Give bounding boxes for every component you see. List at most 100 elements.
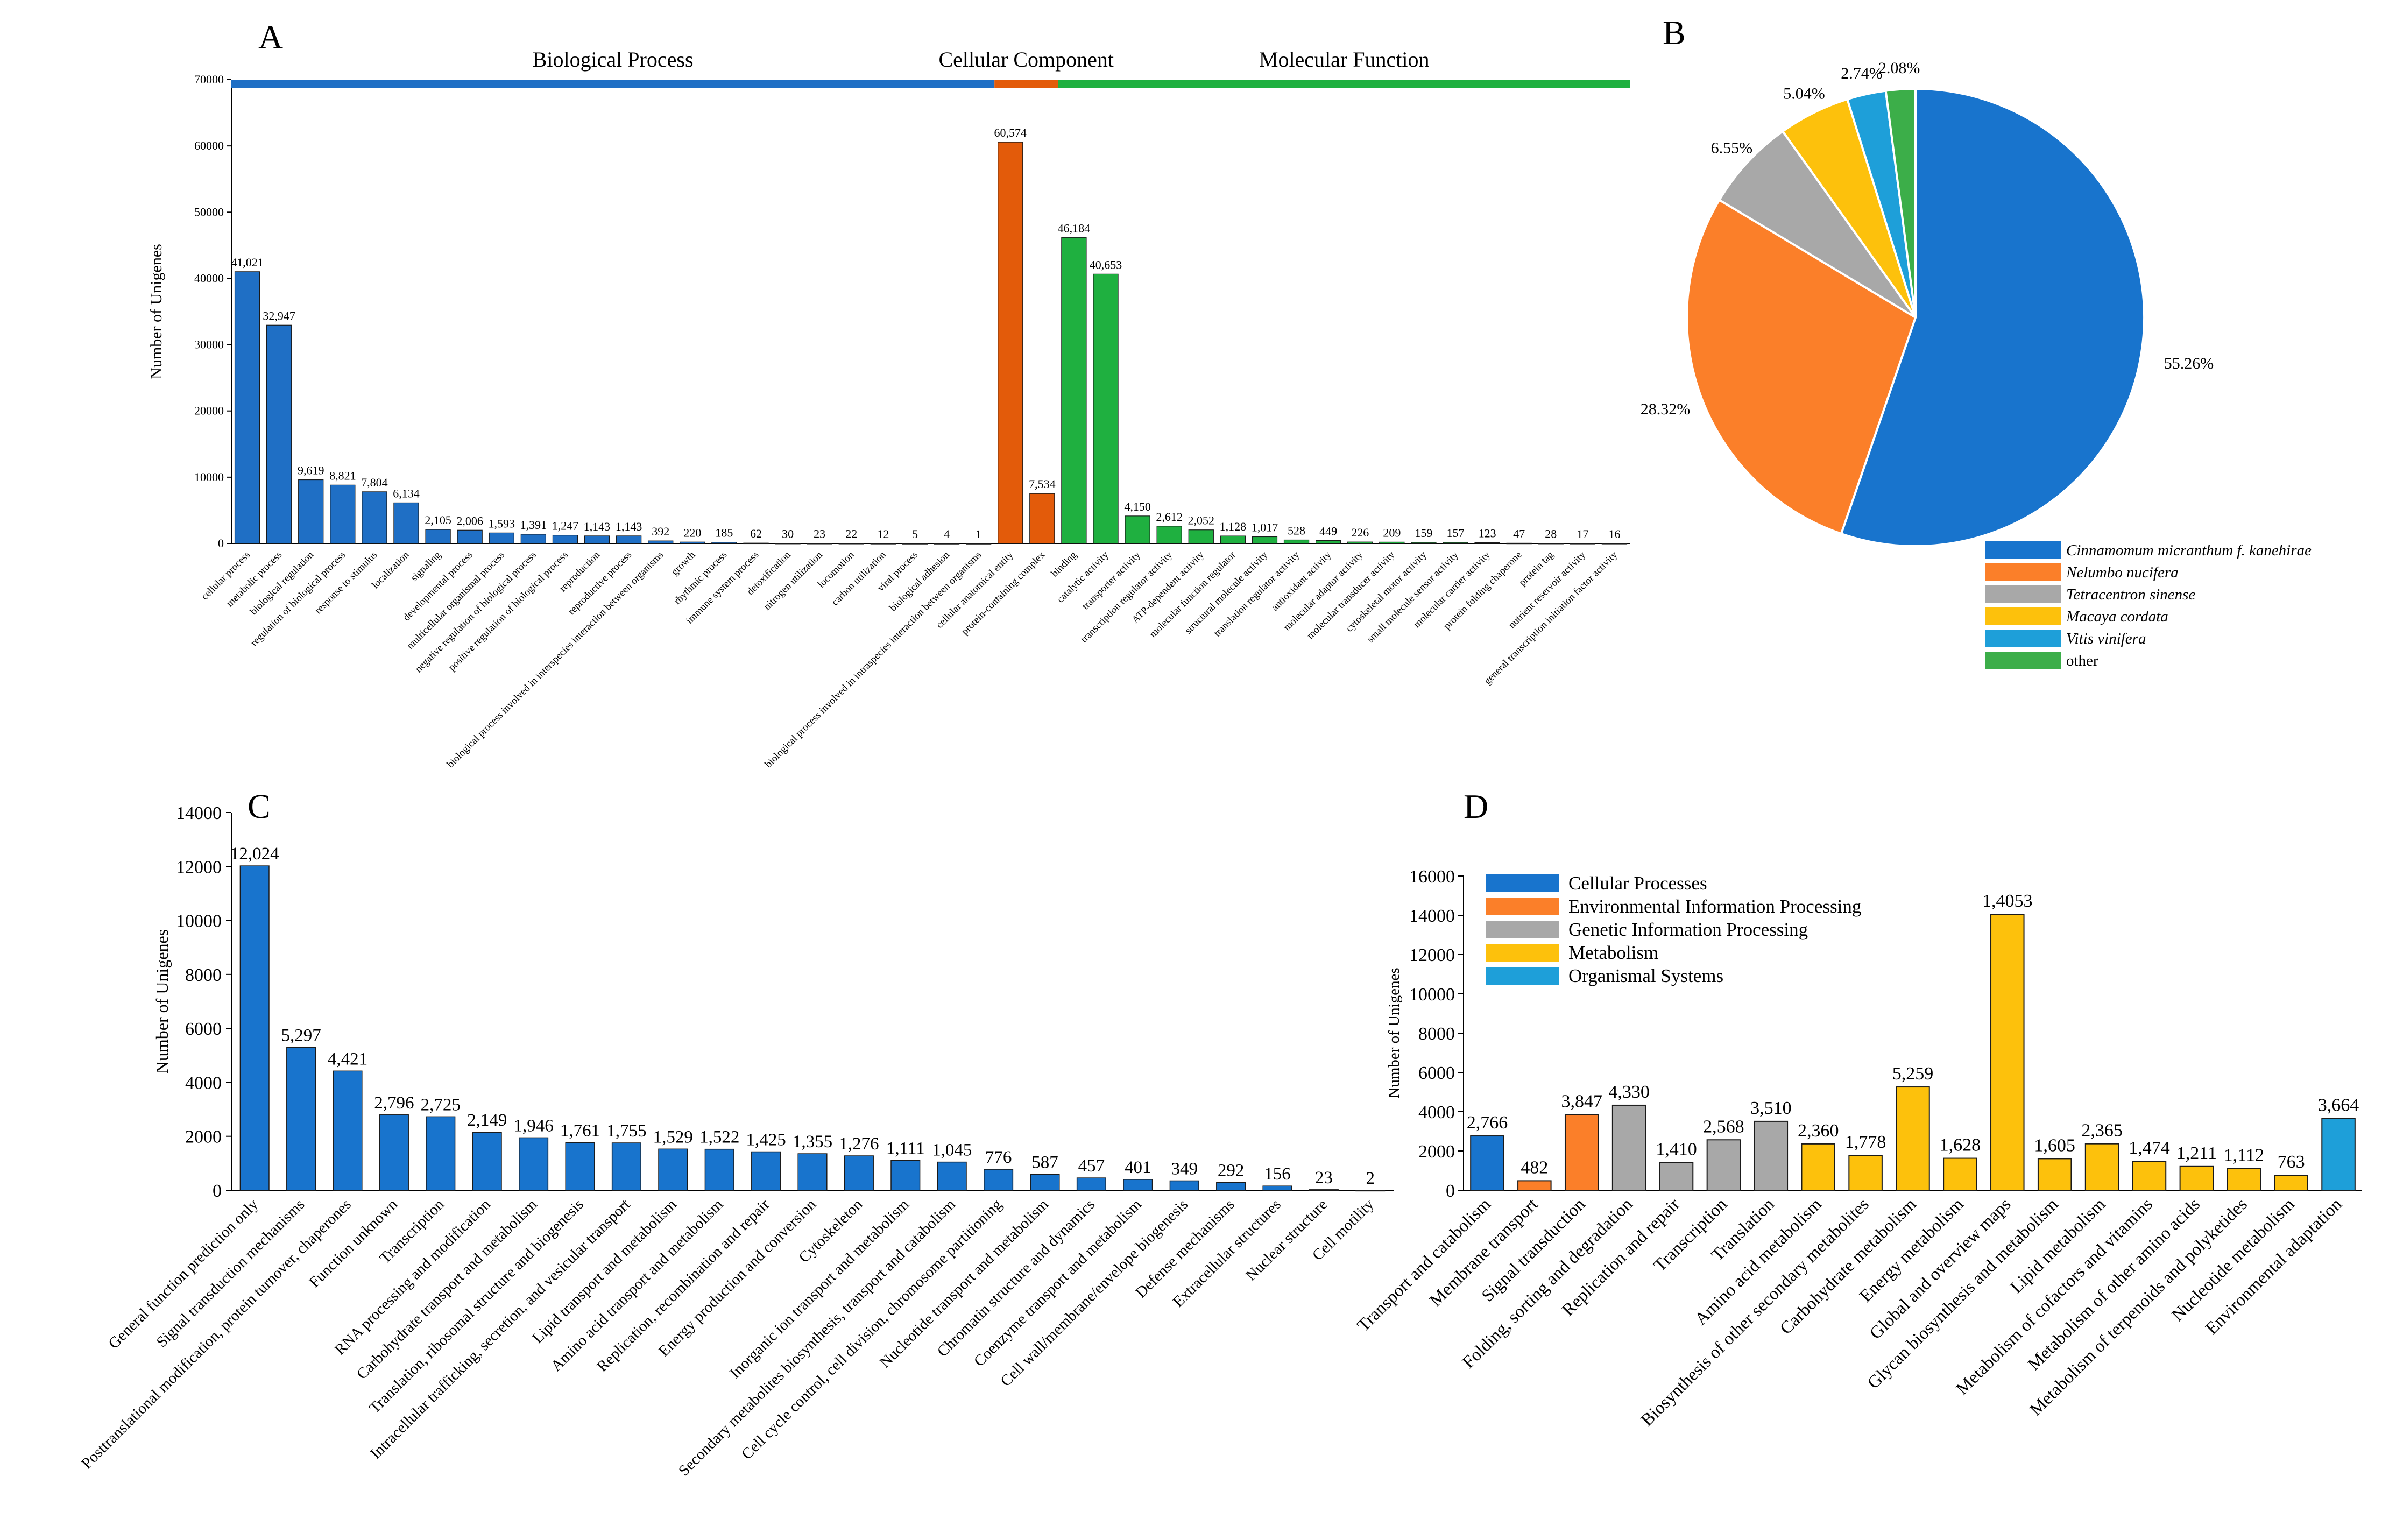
bar-value-label: 40,653: [1090, 258, 1122, 271]
bar-value-label: 32,947: [263, 309, 295, 322]
bar-value-label: 1,355: [793, 1132, 832, 1152]
legend-swatch: [1985, 585, 2061, 603]
panel-label-c: C: [248, 787, 271, 825]
bar-value-label: 528: [1288, 524, 1305, 537]
bar: [934, 543, 960, 545]
x-tick-label: Nuclear structure: [1242, 1196, 1331, 1284]
bar: [2037, 1158, 2072, 1191]
bar-value-label: 3,664: [2318, 1095, 2359, 1115]
bar-value-label: 1,211: [2176, 1143, 2217, 1163]
bar: [1601, 543, 1628, 545]
category-band: [1058, 80, 1630, 88]
bar-value-label: 185: [715, 526, 733, 540]
bar: [1309, 1189, 1339, 1191]
bar-value-label: 2,105: [425, 513, 451, 527]
y-tick-label: 2000: [185, 1127, 222, 1147]
bar: [984, 1169, 1014, 1191]
y-tick-label: 60000: [194, 139, 224, 152]
bar: [797, 1153, 828, 1191]
bar-value-label: 1,474: [2129, 1138, 2170, 1158]
bar: [520, 534, 547, 544]
bar: [552, 535, 578, 544]
bar: [1315, 540, 1341, 544]
x-tick-label: Function unknown: [306, 1196, 401, 1291]
y-tick-label: 8000: [1418, 1024, 1455, 1044]
bar-value-label: 1: [976, 527, 981, 541]
bar-value-label: 1,425: [746, 1131, 786, 1150]
bar: [1896, 1086, 1930, 1191]
bar: [266, 324, 292, 544]
bar-value-label: 23: [814, 527, 825, 541]
bar-value-label: 4,421: [328, 1049, 367, 1069]
bar-value-label: 2,006: [456, 514, 483, 527]
bar: [2227, 1168, 2261, 1191]
bar: [298, 479, 324, 544]
bar-value-label: 1,143: [616, 520, 642, 533]
bar-value-label: 16: [1608, 527, 1620, 541]
bar-value-label: 401: [1125, 1158, 1151, 1177]
bar-value-label: 157: [1447, 526, 1465, 540]
bar-value-label: 1,143: [584, 520, 611, 533]
bar: [425, 529, 451, 544]
legend-label: Cinnamomum micranthum f. kanehirae: [2066, 542, 2312, 559]
bar-value-label: 30: [782, 527, 794, 541]
bar-value-label: 763: [2278, 1152, 2305, 1172]
x-tick-label: growth: [669, 549, 697, 577]
y-tick-label: 20000: [194, 404, 224, 418]
bar-value-label: 220: [683, 526, 701, 539]
bar-value-label: 123: [1479, 526, 1496, 540]
x-tick-label: metabolic process: [224, 549, 284, 609]
y-tick-label: 4000: [1418, 1103, 1455, 1122]
legend-label: Cellular Processes: [1568, 873, 1707, 894]
x-tick-label: Coenzyme transport and metabolism: [971, 1196, 1145, 1370]
bar: [1538, 543, 1564, 545]
bar: [1125, 515, 1150, 544]
bar: [838, 543, 864, 545]
legend-label: Nelumbo nucifera: [2066, 564, 2179, 581]
bar-value-label: 4,150: [1124, 500, 1151, 513]
bar-value-label: 9,619: [298, 464, 324, 477]
bar: [1216, 1182, 1246, 1191]
bar: [584, 535, 610, 544]
bar: [680, 541, 705, 544]
category-band: [231, 80, 995, 88]
pie-slice: [1884, 87, 1917, 318]
x-tick-label: carbon utilization: [830, 549, 889, 608]
pie-percent-label: 6.55%: [1711, 139, 1753, 157]
bar-value-label: 1,045: [932, 1141, 972, 1160]
y-tick-label: 0: [218, 536, 224, 550]
pie-percent-label: 2.74%: [1841, 65, 1883, 82]
bar: [1355, 1190, 1386, 1192]
bar-value-label: 22: [845, 527, 857, 541]
bar: [239, 865, 270, 1191]
bar-value-label: 2,766: [1467, 1113, 1508, 1133]
bar: [611, 1142, 641, 1191]
bar-value-label: 4,330: [1608, 1082, 1650, 1102]
bar: [616, 535, 642, 544]
bar: [379, 1114, 409, 1191]
bar: [234, 271, 260, 544]
bar: [902, 543, 928, 545]
legend-swatch: [1486, 898, 1559, 915]
bar: [489, 532, 514, 544]
bar: [1990, 914, 2025, 1191]
x-tick-label: antioxidant activity: [1269, 549, 1333, 613]
x-tick-label: Metabolism of other amino acids: [2024, 1195, 2204, 1374]
bar: [2132, 1161, 2167, 1191]
bar: [1262, 1185, 1292, 1191]
bar-value-label: 5,297: [281, 1026, 321, 1045]
x-tick-label: transporter activity: [1080, 549, 1143, 612]
x-tick-label: biological adhesion: [887, 549, 952, 613]
x-tick-label: binding: [1049, 549, 1079, 579]
bar: [2321, 1118, 2356, 1191]
bar-value-label: 1,605: [2034, 1135, 2075, 1155]
bar: [1706, 1139, 1741, 1191]
bar-value-label: 1,4053: [1982, 891, 2033, 911]
legend-label: Environmental Information Processing: [1568, 896, 1861, 917]
bar-value-label: 1,946: [513, 1116, 553, 1135]
y-tick-label: 6000: [1418, 1063, 1455, 1083]
bar: [472, 1132, 502, 1191]
bar-value-label: 159: [1415, 526, 1432, 540]
bar-value-label: 12: [877, 527, 889, 541]
bar: [1659, 1162, 1694, 1191]
